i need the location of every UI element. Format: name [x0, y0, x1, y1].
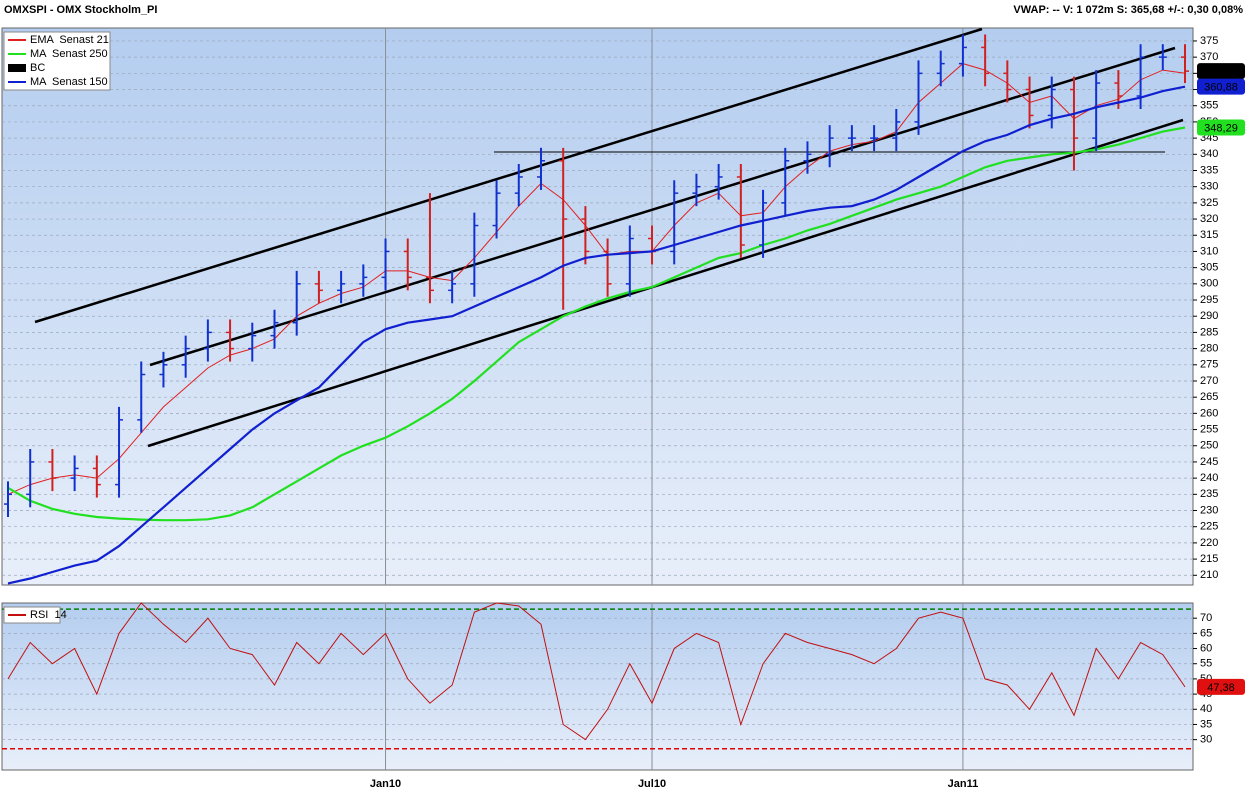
- legend-label: RSI 14: [30, 609, 67, 621]
- last-value-label: 360,88: [1204, 82, 1238, 94]
- last-value-label: 348,29: [1204, 122, 1238, 134]
- y-tick-label: 275: [1200, 359, 1218, 371]
- y-tick-label: 30: [1200, 734, 1212, 746]
- y-tick-label: 55: [1200, 658, 1212, 670]
- marks: [2, 34, 1193, 750]
- y-tick-label: 285: [1200, 326, 1218, 338]
- y-tick-label: 260: [1200, 407, 1218, 419]
- last-value-box: [1197, 63, 1245, 80]
- trend-line: [149, 46, 1176, 367]
- series-line: [7, 602, 1186, 741]
- chart-title: OMXSPI - OMX Stockholm_PI: [4, 4, 157, 16]
- y-tick-label: 290: [1200, 310, 1218, 322]
- y-tick-label: 320: [1200, 213, 1218, 225]
- y-tick-label: 295: [1200, 294, 1218, 306]
- y-tick-label: 235: [1200, 488, 1218, 500]
- legend-label: EMA Senast 21: [30, 34, 109, 46]
- y-tick-label: 310: [1200, 245, 1218, 257]
- y-tick-label: 325: [1200, 197, 1218, 209]
- legend: [3, 31, 111, 91]
- x-tick-label: Jul10: [638, 778, 666, 790]
- stats: VWAP: -- V: 1 072m S: 365,68 +/-: 0,30 0…: [1013, 4, 1243, 16]
- y-tick-label: 370: [1200, 51, 1218, 63]
- x-tick-label: Jan11: [948, 778, 979, 790]
- legend-label: MA Senast 150: [30, 76, 108, 88]
- y-tick-label: 35: [1200, 718, 1212, 730]
- trend-lines: [34, 27, 1184, 448]
- y-tick-label: 315: [1200, 229, 1218, 241]
- y-tick-label: 215: [1200, 553, 1218, 565]
- x-tick-label: Jan10: [370, 778, 401, 790]
- y-tick-label: 210: [1200, 569, 1218, 581]
- y-tick-label: 255: [1200, 423, 1218, 435]
- y-tick-label: 265: [1200, 391, 1218, 403]
- legend: [3, 606, 61, 624]
- y-tick-label: 280: [1200, 343, 1218, 355]
- trend-line: [34, 27, 983, 324]
- y-tick-label: 220: [1200, 537, 1218, 549]
- y-tick-label: 355: [1200, 100, 1218, 112]
- y-tick-label: 340: [1200, 148, 1218, 160]
- grid: 210 215 220 225 230 235 240 245 250 255 260 265 270 2…: [2, 28, 1218, 790]
- series-line: [7, 126, 1186, 522]
- y-tick-label: 375: [1200, 35, 1218, 47]
- overlay: 348,29 365,68 360,88 EMA Senast 21 MA Senast…: [3, 31, 1245, 695]
- series-line: [7, 63, 1186, 495]
- series-line: [7, 85, 1186, 585]
- y-tick-label: 40: [1200, 703, 1212, 715]
- price-panel: [1, 27, 1194, 586]
- last-value-box: [1197, 678, 1245, 695]
- y-tick-label: 300: [1200, 278, 1218, 290]
- legend-label: BC: [30, 62, 45, 74]
- y-tick-label: 70: [1200, 612, 1212, 624]
- y-tick-label: 250: [1200, 440, 1218, 452]
- last-value-label: 365,68: [1204, 66, 1238, 78]
- last-value-box: [1197, 78, 1245, 95]
- y-tick-label: 225: [1200, 521, 1218, 533]
- y-tick-label: 60: [1200, 642, 1212, 654]
- y-tick-label: 240: [1200, 472, 1218, 484]
- y-tick-label: 305: [1200, 262, 1218, 274]
- legend-swatch: [8, 64, 26, 72]
- legend-label: MA Senast 250: [30, 48, 108, 60]
- last-value-label: 47,38: [1207, 682, 1235, 694]
- y-tick-label: 335: [1200, 164, 1218, 176]
- y-tick-label: 65: [1200, 627, 1212, 639]
- last-value-box: [1197, 119, 1245, 136]
- rsi-panel: [1, 602, 1194, 771]
- y-tick-label: 330: [1200, 181, 1218, 193]
- y-tick-label: 270: [1200, 375, 1218, 387]
- trend-line: [147, 118, 1184, 448]
- y-tick-label: 230: [1200, 504, 1218, 516]
- y-tick-label: 245: [1200, 456, 1218, 468]
